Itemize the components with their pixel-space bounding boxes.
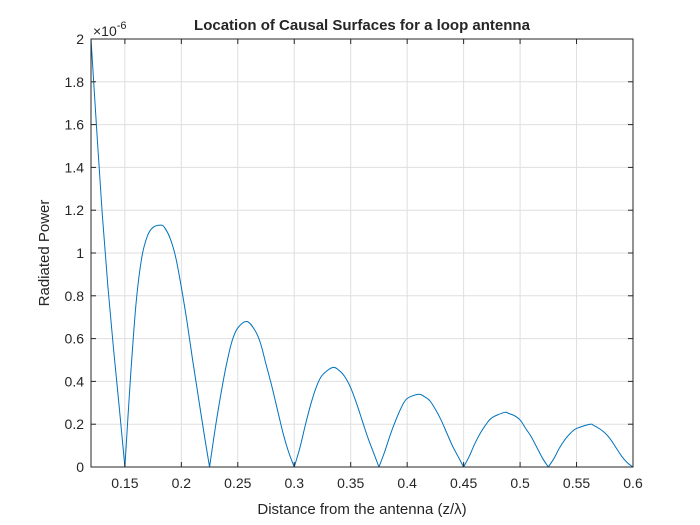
y-tick-label: 1.2: [65, 202, 85, 218]
y-tick-label: 1.8: [65, 74, 85, 90]
y-tick-label: 0.4: [65, 373, 85, 389]
y-tick-label: 0.8: [65, 288, 85, 304]
x-tick-label: 0.4: [397, 475, 417, 491]
x-tick-label: 0.55: [563, 475, 590, 491]
y-tick-labels: 0 0.2 0.4 0.6 0.8 1 1.2 1.4 1.6 1.8 2: [65, 31, 85, 475]
chart-title: Location of Causal Surfaces for a loop a…: [194, 17, 531, 34]
y-tick-label: 1.6: [65, 117, 85, 133]
x-tick-label: 0.2: [172, 475, 192, 491]
tick-marks: [91, 38, 634, 468]
x-tick-labels: 0.15 0.2 0.25 0.3 0.35 0.4 0.45 0.5 0.55 0.6: [111, 475, 643, 491]
y-tick-label: 1: [76, 245, 84, 261]
series-layer: [90, 38, 634, 468]
x-tick-label: 0.45: [450, 475, 477, 491]
y-tick-label: 0.6: [65, 331, 85, 347]
x-axis-label: Distance from the antenna (z/λ): [257, 501, 466, 518]
y-exponent-base: ×10: [93, 23, 117, 39]
y-axis-label: Radiated Power: [36, 200, 53, 307]
x-tick-label: 0.35: [337, 475, 364, 491]
x-tick-label: 0.6: [623, 475, 643, 491]
y-exponent-label: ×10-6: [93, 20, 127, 39]
radiated-power-line: [90, 38, 634, 468]
x-tick-label: 0.25: [224, 475, 251, 491]
grid-lines: [91, 38, 634, 468]
x-tick-label: 0.15: [111, 475, 138, 491]
y-exponent-power: -6: [117, 20, 127, 32]
y-tick-label: 0: [76, 459, 84, 475]
x-tick-label: 0.5: [510, 475, 530, 491]
y-tick-label: 2: [76, 31, 84, 47]
y-tick-label: 1.4: [65, 159, 85, 175]
x-tick-label: 0.3: [285, 475, 305, 491]
y-tick-label: 0.2: [65, 416, 85, 432]
